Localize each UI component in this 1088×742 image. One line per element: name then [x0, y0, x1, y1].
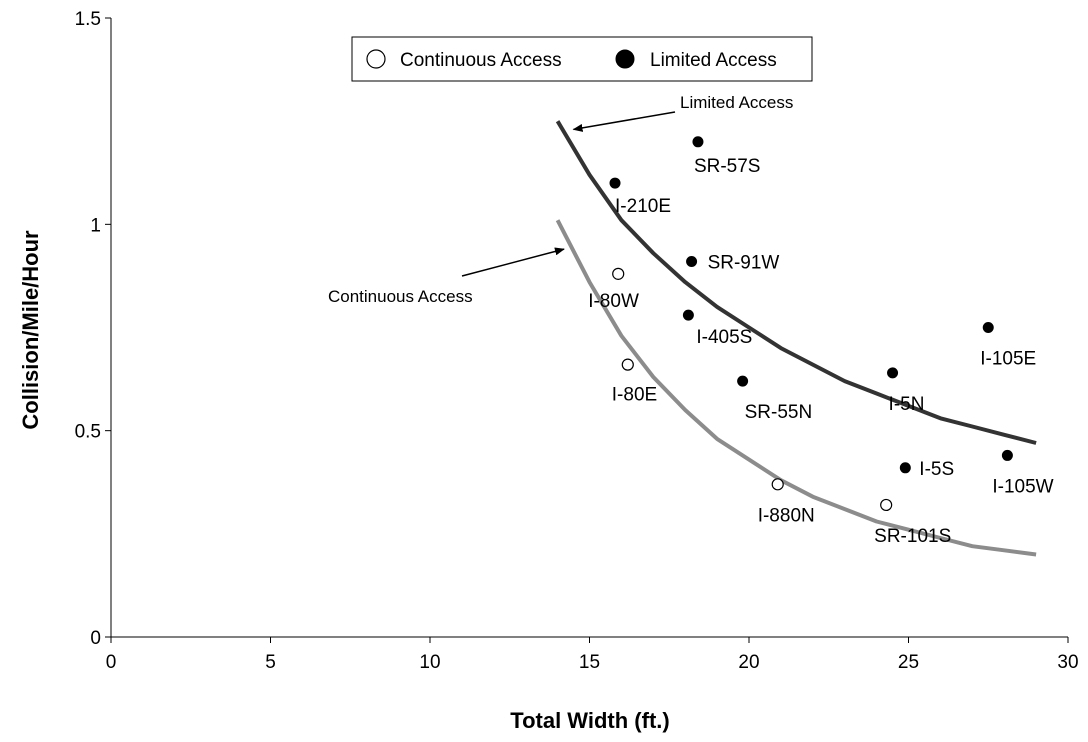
- annotation-label: Limited Access: [680, 93, 793, 112]
- y-tick-label: 0.5: [75, 422, 101, 443]
- x-tick-label: 20: [738, 652, 759, 673]
- point-label: SR-55N: [745, 402, 813, 423]
- point-label: I-5N: [889, 394, 925, 415]
- point-label: I-105W: [992, 476, 1053, 497]
- axes: 0 5 10 15 20 25 30 0 0.5 1 1.5: [75, 9, 1079, 673]
- point-labels: I-80W I-80E I-880N SR-101S SR-57S I-210E SR-91…: [588, 156, 1053, 547]
- x-tick-label: 30: [1057, 652, 1078, 673]
- continuous-access-point: [612, 267, 625, 280]
- fit-curve: [555, 219, 1037, 557]
- legend-label: Continuous Access: [400, 50, 562, 71]
- x-tick-label: 15: [579, 652, 600, 673]
- annotation-label: Continuous Access: [328, 287, 473, 306]
- curve-annotations: Limited Access Continuous Access: [328, 93, 793, 306]
- x-tick-label: 5: [265, 652, 276, 673]
- limited-access-point: [899, 462, 911, 474]
- point-label: I-80E: [612, 385, 657, 406]
- point-label: I-405S: [696, 327, 752, 348]
- limited-access-point: [982, 322, 994, 333]
- point-label: SR-57S: [694, 156, 761, 177]
- legend: Continuous Access Limited Access: [351, 36, 813, 82]
- point-label: I-80W: [588, 291, 639, 312]
- point-label: I-105E: [980, 349, 1036, 370]
- limited-access-point: [609, 177, 621, 189]
- point-label: SR-101S: [874, 526, 951, 547]
- limited-access-point: [686, 255, 698, 267]
- x-tick-label: 10: [419, 652, 440, 673]
- legend-box: [351, 36, 813, 82]
- continuous-access-point: [621, 358, 634, 371]
- limited-access-point: [737, 375, 749, 387]
- limited-access-point: [682, 309, 694, 321]
- point-label: I-880N: [758, 505, 815, 526]
- fit-curves: [555, 120, 1037, 557]
- annotation-arrow: [461, 247, 565, 277]
- fit-curve: [555, 120, 1037, 445]
- legend-open-marker: [366, 49, 386, 69]
- annotation-arrow: [572, 111, 676, 132]
- data-points: [609, 136, 1013, 512]
- continuous-access-point: [771, 478, 784, 491]
- x-axis-title: Total Width (ft.): [510, 708, 669, 733]
- y-axis-title: Collision/Mile/Hour: [18, 230, 43, 430]
- limited-access-point: [1001, 449, 1013, 461]
- y-tick-label: 1: [90, 215, 101, 236]
- continuous-access-point: [880, 498, 893, 512]
- legend-filled-marker: [615, 49, 635, 69]
- x-tick-label: 25: [898, 652, 919, 673]
- legend-label: Limited Access: [650, 50, 777, 71]
- point-label: SR-91W: [708, 252, 780, 273]
- point-label: I-5S: [919, 459, 954, 480]
- limited-access-point: [887, 367, 899, 379]
- y-tick-label: 0: [90, 628, 101, 649]
- x-tick-label: 0: [106, 652, 117, 673]
- y-tick-label: 1.5: [75, 9, 101, 30]
- point-label: I-210E: [615, 196, 671, 217]
- limited-access-point: [692, 136, 704, 148]
